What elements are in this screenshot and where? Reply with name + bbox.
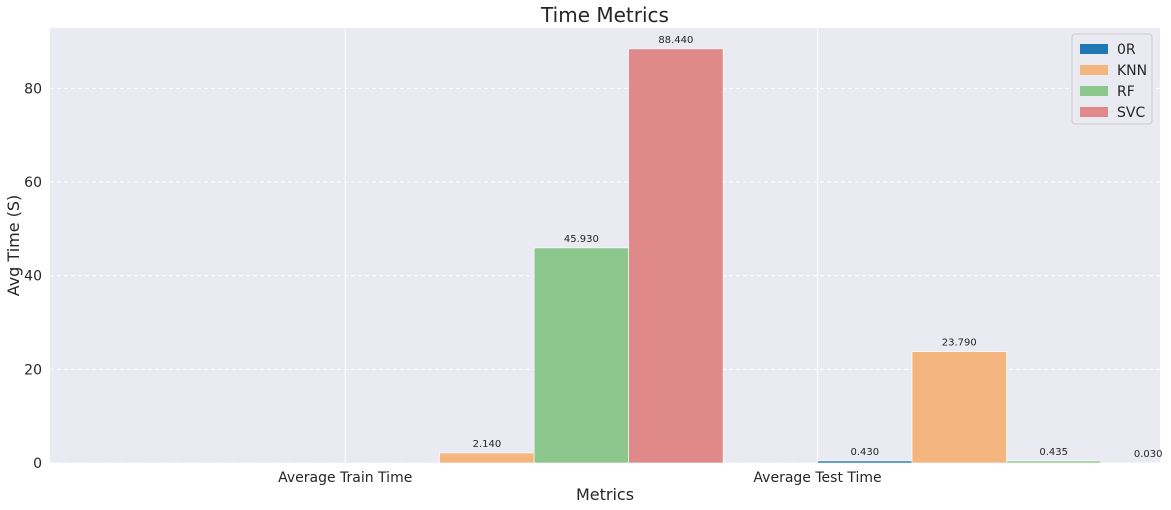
data-label: 88.440 [658,35,693,46]
bars [439,48,1171,464]
data-label: 0.430 [850,447,879,458]
bar-knn-1 [911,351,1007,464]
data-labels: 2.140 45.930 88.440 0.430 23.790 0.435 0.030 [473,35,1163,460]
bar-knn-0 [439,452,535,464]
y-axis-ticks: 0 20 40 60 80 [24,81,42,472]
y-tick-label: 60 [24,175,42,191]
x-axis-ticks: Average Train Time Average Test Time [278,470,882,486]
data-label: 0.435 [1039,447,1068,458]
chart-title: Time Metrics [540,3,669,27]
y-axis-label: Avg Time (S) [4,195,23,297]
data-label: 0.030 [1134,449,1163,460]
bar-svc-0 [628,48,724,464]
legend-swatch-svc [1080,107,1108,117]
bar-0r-1 [817,460,913,464]
legend-box [1071,33,1153,125]
bar-rf-1 [1006,460,1102,464]
legend-label-svc: SVC [1117,105,1145,121]
legend-swatch-0r [1080,44,1108,54]
data-label: 45.930 [564,234,599,245]
y-tick-label: 40 [24,269,42,285]
x-axis-label: Metrics [576,485,634,504]
legend: 0R KNN RF SVC [1071,33,1153,125]
data-label: 23.790 [942,338,977,349]
legend-swatch-rf [1080,86,1108,96]
legend-label-knn: KNN [1117,63,1147,79]
bar-rf-0 [533,247,629,464]
y-tick-label: 0 [33,456,42,472]
legend-label-rf: RF [1117,84,1135,100]
data-label: 2.140 [473,439,502,450]
legend-label-0r: 0R [1117,42,1136,58]
legend-swatch-knn [1080,65,1108,75]
x-tick-label: Average Train Time [278,470,412,486]
y-tick-label: 80 [24,81,42,97]
x-tick-label: Average Test Time [753,470,881,486]
y-tick-label: 20 [24,362,42,378]
